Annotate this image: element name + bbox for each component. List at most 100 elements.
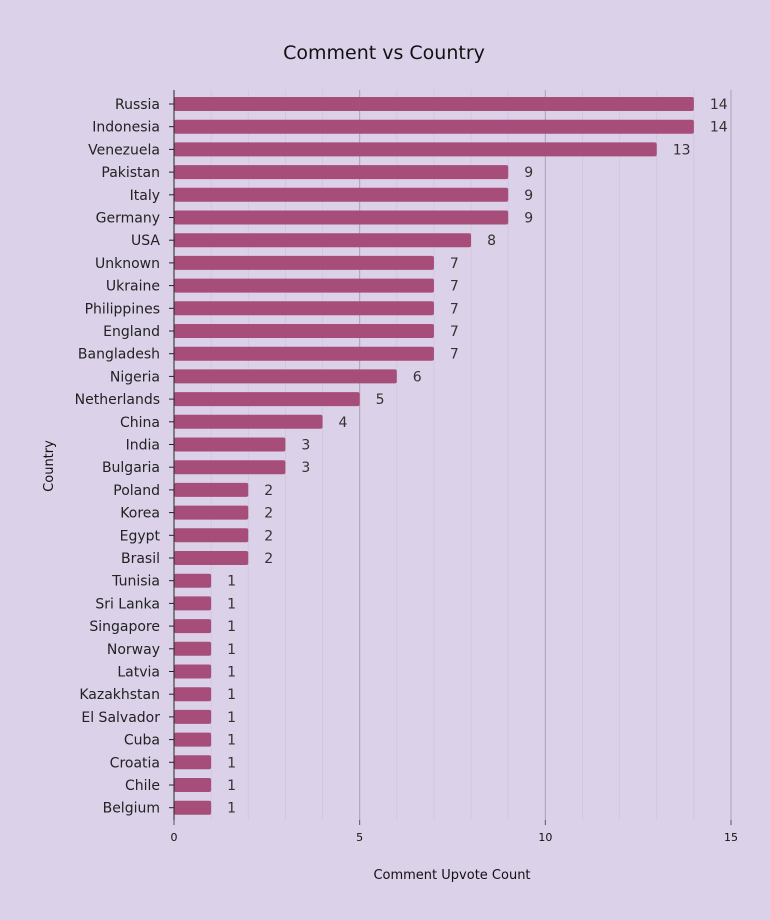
value-label: 2 <box>264 506 273 522</box>
value-label: 7 <box>450 324 459 340</box>
value-label: 13 <box>673 142 691 158</box>
value-label: 5 <box>376 392 385 408</box>
category-label: Belgium <box>103 801 160 817</box>
value-label: 1 <box>227 755 236 771</box>
category-label: Croatia <box>110 755 160 771</box>
bar-venezuela <box>174 142 657 157</box>
value-label: 2 <box>264 551 273 567</box>
value-label: 6 <box>413 369 422 385</box>
bar-india <box>174 437 286 452</box>
value-label: 1 <box>227 733 236 749</box>
bar-norway <box>174 641 212 656</box>
value-label: 7 <box>450 301 459 317</box>
category-label: Italy <box>130 188 160 204</box>
value-label: 7 <box>450 256 459 272</box>
value-label: 7 <box>450 279 459 295</box>
bar-croatia <box>174 755 212 770</box>
bar-brasil <box>174 551 249 565</box>
bar-indonesia <box>174 119 694 134</box>
category-label: El Salvador <box>81 710 160 726</box>
x-tick-label: 5 <box>356 831 363 844</box>
value-label: 1 <box>227 687 236 703</box>
chart-title: Comment vs Country <box>283 42 485 64</box>
bars: 14 14 13 9 9 9 8 7 7 7 7 7 6 5 4 3 3 2 2 2 2 1 1 1 1 1 1 1 1 1 1 1 <box>174 97 728 817</box>
bar-kazakhstan <box>174 687 212 702</box>
category-label: Cuba <box>124 733 160 749</box>
x-axis: 0 5 10 15 <box>171 820 738 844</box>
bar-bangladesh <box>174 346 434 361</box>
category-label: Ukraine <box>106 279 160 295</box>
bar-egypt <box>174 528 249 543</box>
value-label: 9 <box>524 188 533 204</box>
category-label: Chile <box>125 778 160 794</box>
bar-italy <box>174 187 509 202</box>
category-label: Germany <box>96 211 160 227</box>
category-label: Norway <box>107 642 160 658</box>
value-label: 14 <box>710 120 728 136</box>
value-label: 8 <box>487 233 496 249</box>
value-label: 1 <box>227 642 236 658</box>
bar-tunisia <box>174 573 212 588</box>
category-label: Russia <box>115 97 160 113</box>
y-axis-title: Country <box>42 440 57 492</box>
bar-germany <box>174 210 509 225</box>
bar-poland <box>174 482 249 497</box>
bar-england <box>174 324 434 338</box>
bar-singapore <box>174 619 212 634</box>
value-label: 1 <box>227 778 236 794</box>
bar-latvia <box>174 664 212 679</box>
category-label: Unknown <box>95 256 160 272</box>
category-label: India <box>126 438 160 454</box>
value-label: 3 <box>301 438 310 454</box>
value-label: 1 <box>227 665 236 681</box>
category-label: Bangladesh <box>78 347 160 363</box>
value-label: 1 <box>227 619 236 635</box>
bar-bulgaria <box>174 460 286 475</box>
category-label: USA <box>131 233 160 249</box>
x-tick-label: 15 <box>724 831 738 844</box>
value-label: 14 <box>710 97 728 113</box>
category-label: Korea <box>120 506 160 522</box>
value-label: 4 <box>339 415 348 431</box>
category-label: Pakistan <box>101 165 160 181</box>
category-label: Tunisia <box>111 574 160 590</box>
bar-sri-lanka <box>174 596 212 611</box>
bar-korea <box>174 505 249 520</box>
category-label: Indonesia <box>92 120 160 136</box>
category-label: Kazakhstan <box>79 687 160 703</box>
category-label: Egypt <box>120 528 161 544</box>
bar-netherlands <box>174 392 360 407</box>
category-label: Brasil <box>121 551 160 567</box>
category-label: Sri Lanka <box>95 596 160 612</box>
bar-philippines <box>174 301 434 316</box>
category-label: China <box>120 415 160 431</box>
bar-cuba <box>174 732 212 747</box>
category-label: Bulgaria <box>102 460 160 476</box>
category-label: Netherlands <box>75 392 160 408</box>
value-label: 1 <box>227 596 236 612</box>
category-label: Latvia <box>117 665 160 681</box>
bar-russia <box>174 97 694 111</box>
x-axis-title: Comment Upvote Count <box>373 868 530 883</box>
bar-unknown <box>174 255 434 270</box>
value-label: 1 <box>227 710 236 726</box>
bar-ukraine <box>174 278 434 293</box>
y-axis: Russia Indonesia Venezuela Pakistan Italy Ger… <box>75 90 175 820</box>
value-label: 1 <box>227 801 236 817</box>
x-tick-label: 0 <box>171 831 178 844</box>
category-label: England <box>103 324 160 340</box>
bar-china <box>174 414 323 429</box>
value-label: 2 <box>264 483 273 499</box>
bar-chile <box>174 778 212 792</box>
bar-belgium <box>174 800 212 815</box>
value-label: 3 <box>301 460 310 476</box>
category-label: Poland <box>113 483 160 499</box>
x-tick-label: 10 <box>538 831 552 844</box>
bar-usa <box>174 233 472 248</box>
value-label: 9 <box>524 211 533 227</box>
bar-pakistan <box>174 165 509 180</box>
bar-nigeria <box>174 369 397 384</box>
value-label: 2 <box>264 528 273 544</box>
value-label: 9 <box>524 165 533 181</box>
